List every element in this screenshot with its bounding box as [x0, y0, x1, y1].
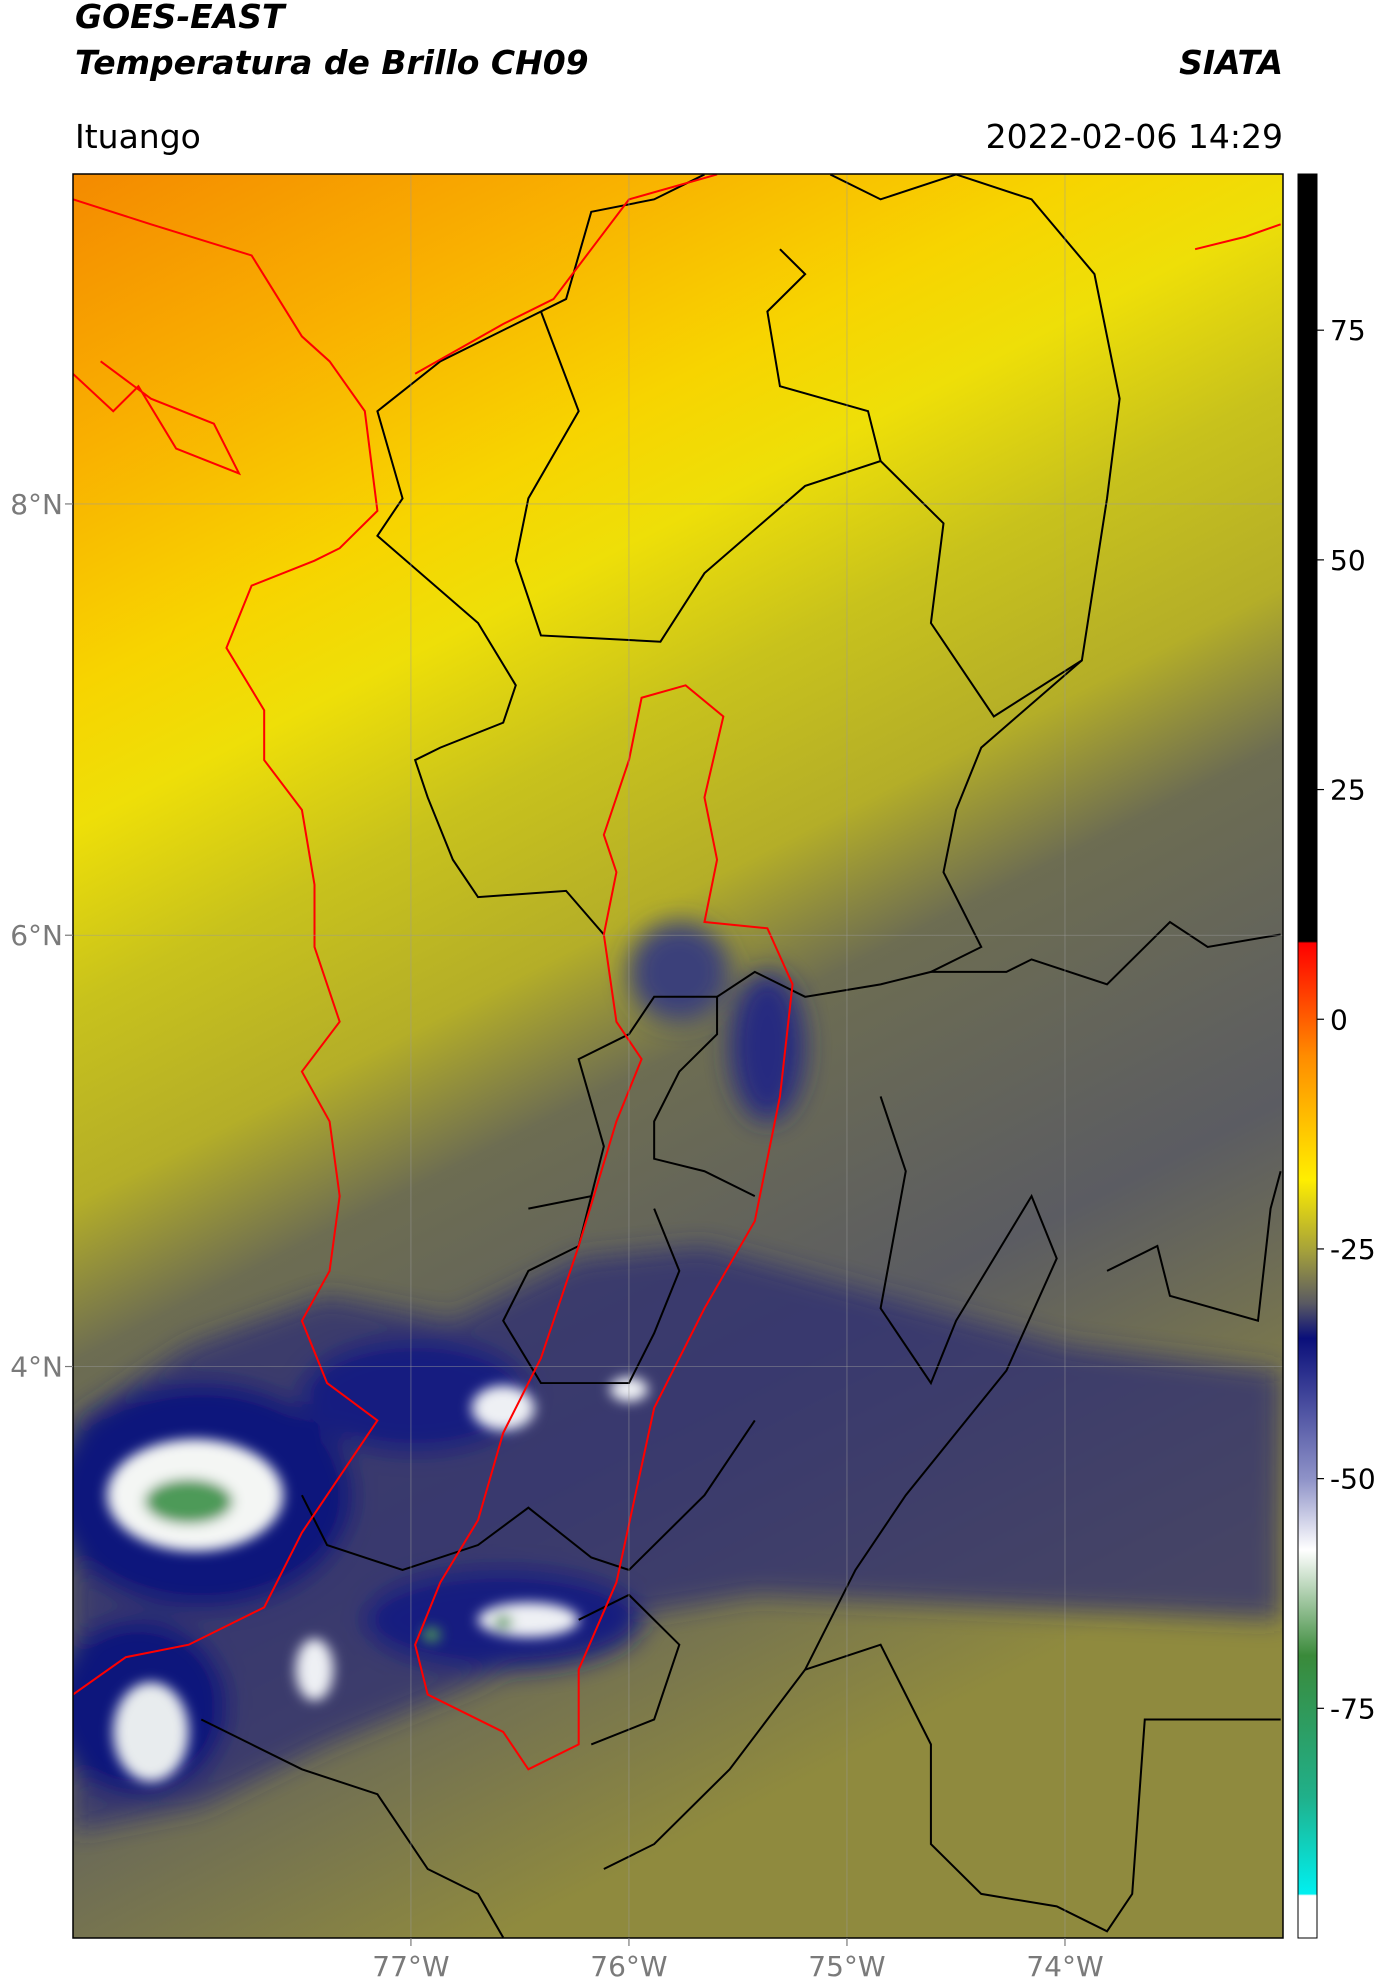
y-tick-label: 6°N [10, 919, 63, 952]
graticule [73, 174, 1283, 1938]
timestamp: 2022-02-06 14:29 [986, 117, 1283, 156]
colorbar-tick-label: -25 [1330, 1233, 1376, 1266]
subtitle: Temperatura de Brillo CH09 [75, 43, 589, 82]
colorbar-tick-label: 25 [1330, 774, 1366, 807]
y-tick-label: 4°N [10, 1351, 63, 1384]
title: GOES-EAST [75, 0, 287, 36]
x-tick-label: 75°W [808, 1950, 885, 1981]
colorbar-tick-label: 75 [1330, 314, 1366, 347]
map-frame [72, 173, 1284, 1939]
location: Ituango [75, 117, 201, 156]
x-tick-label: 76°W [590, 1950, 667, 1981]
colorbar-tick-label: 50 [1330, 544, 1366, 577]
colorbar-tick-label: 0 [1330, 1003, 1348, 1036]
colorbar-tick-label: -50 [1330, 1463, 1376, 1496]
coastline-and-basin [73, 174, 1281, 1771]
map-image [73, 174, 1283, 1938]
colorbar-tick-label: -75 [1330, 1692, 1376, 1725]
boundaries [200, 174, 1282, 1938]
y-tick-label: 8°N [10, 488, 63, 521]
x-tick-label: 77°W [372, 1950, 449, 1981]
colorbar [1297, 173, 1318, 1939]
x-tick-label: 74°W [1026, 1950, 1103, 1981]
source: SIATA [1179, 43, 1283, 82]
ticks: 8°N 6°N 4°N 77°W 76°W 75°W 74°W 75 50 25 0 -25 -50 -7… [10, 314, 1376, 1981]
